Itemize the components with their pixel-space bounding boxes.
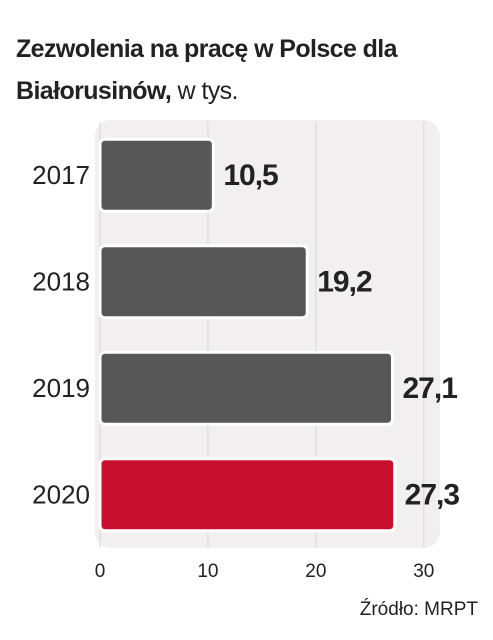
bar xyxy=(98,457,397,533)
value-label: 27,3 xyxy=(405,479,460,512)
y-tick-label: 2017 xyxy=(32,160,90,190)
value-label: 10,5 xyxy=(223,159,278,192)
y-tick-label: 2019 xyxy=(32,373,90,403)
value-label: 27,1 xyxy=(403,372,458,405)
x-tick-label: 10 xyxy=(197,561,218,582)
y-tick-label: 2018 xyxy=(32,267,90,297)
chart-title: Zezwolenia na pracę w Polsce dla Białoru… xyxy=(16,35,398,105)
bar xyxy=(98,244,309,320)
heading: Zezwolenia na pracę w Polsce dla Białoru… xyxy=(16,28,486,112)
bar xyxy=(98,137,215,213)
chart-subtitle: w tys. xyxy=(177,77,239,105)
y-tick-label: 2020 xyxy=(32,480,90,510)
x-tick-label: 20 xyxy=(305,561,326,582)
source: Źródło: MRPT xyxy=(360,599,479,620)
x-tick-label: 30 xyxy=(413,561,434,582)
value-label: 19,2 xyxy=(317,266,372,299)
plot-background xyxy=(95,120,440,548)
x-tick-label: 0 xyxy=(95,561,106,582)
bar xyxy=(98,350,395,426)
